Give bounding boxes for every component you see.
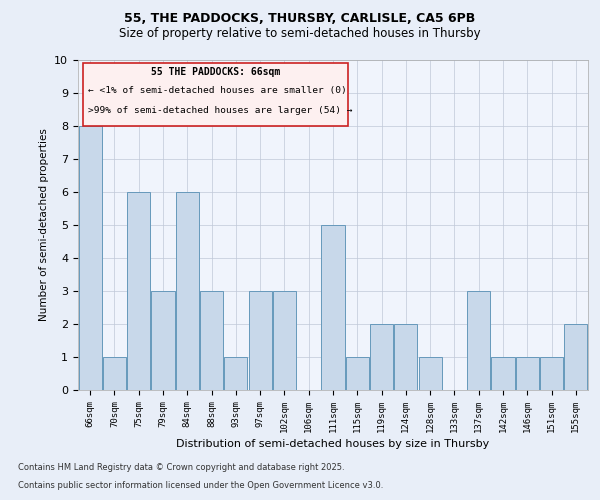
Bar <box>273 291 296 390</box>
Bar <box>394 324 418 390</box>
Bar <box>467 291 490 390</box>
Text: Size of property relative to semi-detached houses in Thursby: Size of property relative to semi-detach… <box>119 28 481 40</box>
Bar <box>565 324 587 390</box>
Bar <box>346 357 369 390</box>
X-axis label: Distribution of semi-detached houses by size in Thursby: Distribution of semi-detached houses by … <box>176 439 490 449</box>
Bar <box>322 225 344 390</box>
Text: ← <1% of semi-detached houses are smaller (0): ← <1% of semi-detached houses are smalle… <box>88 86 347 96</box>
Text: 55, THE PADDOCKS, THURSBY, CARLISLE, CA5 6PB: 55, THE PADDOCKS, THURSBY, CARLISLE, CA5… <box>124 12 476 26</box>
Bar <box>516 357 539 390</box>
Bar <box>419 357 442 390</box>
Bar <box>151 291 175 390</box>
Bar <box>79 126 101 390</box>
Bar <box>540 357 563 390</box>
Bar <box>491 357 515 390</box>
Bar <box>127 192 150 390</box>
FancyBboxPatch shape <box>83 64 348 126</box>
Text: >99% of semi-detached houses are larger (54) →: >99% of semi-detached houses are larger … <box>88 106 353 115</box>
Bar <box>370 324 393 390</box>
Bar <box>103 357 126 390</box>
Text: Contains public sector information licensed under the Open Government Licence v3: Contains public sector information licen… <box>18 481 383 490</box>
Text: 55 THE PADDOCKS: 66sqm: 55 THE PADDOCKS: 66sqm <box>151 66 280 76</box>
Bar <box>176 192 199 390</box>
Y-axis label: Number of semi-detached properties: Number of semi-detached properties <box>39 128 49 322</box>
Bar <box>200 291 223 390</box>
Bar <box>248 291 272 390</box>
Bar <box>224 357 247 390</box>
Text: Contains HM Land Registry data © Crown copyright and database right 2025.: Contains HM Land Registry data © Crown c… <box>18 464 344 472</box>
